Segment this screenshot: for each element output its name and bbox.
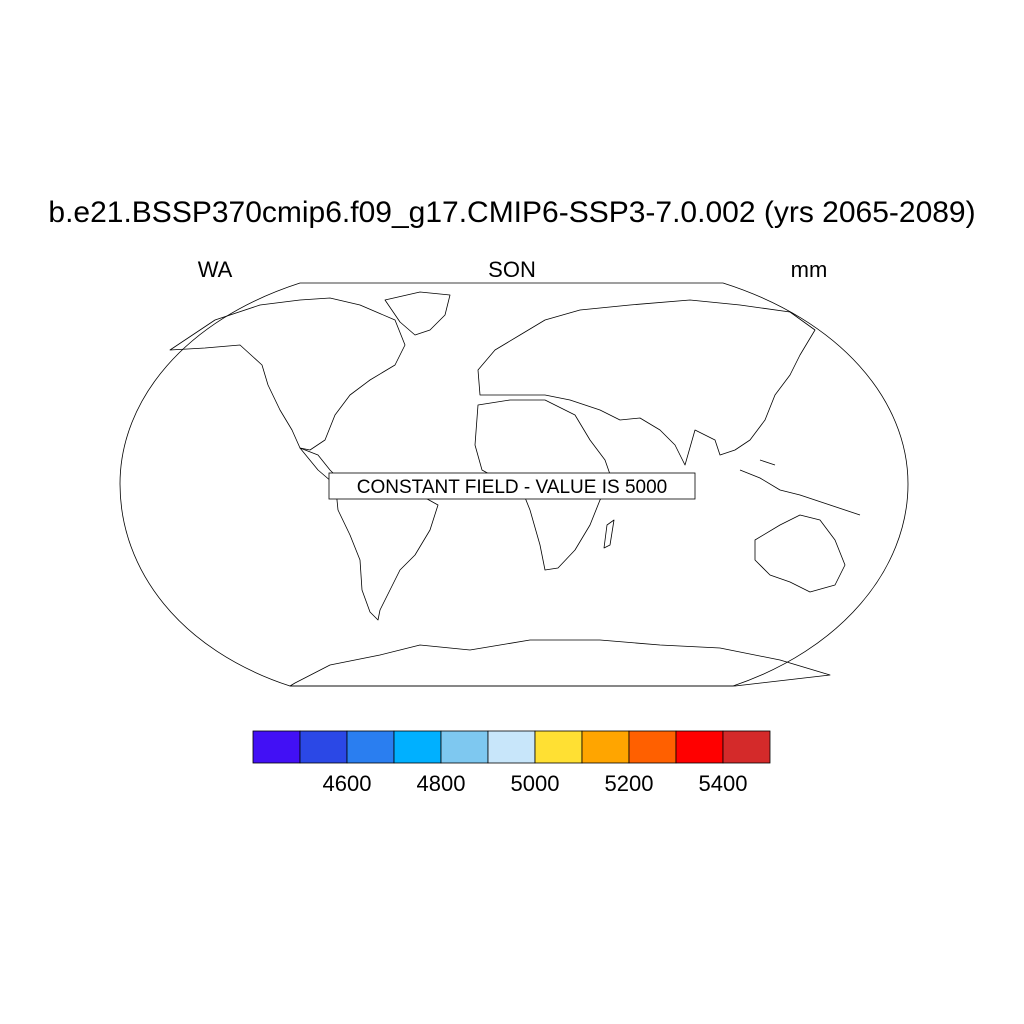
left-label: WA [198, 257, 233, 282]
colorbar-box [628, 730, 677, 764]
colorbar-tick-label: 5000 [511, 771, 560, 796]
annotation: CONSTANT FIELD - VALUE IS 5000 [357, 477, 667, 498]
north-america [169, 297, 406, 451]
right-label: mm [791, 257, 828, 282]
colorbar-tick-label: 4800 [417, 771, 466, 796]
colorbar: 4600 4800 5000 5200 5400 [252, 730, 771, 796]
colorbar-box [440, 730, 489, 764]
australia [754, 514, 846, 593]
southeast-asia-islands [739, 459, 861, 516]
madagascar [603, 519, 615, 549]
colorbar-box [299, 730, 348, 764]
center-label: SON [488, 257, 536, 282]
greenland [384, 291, 451, 336]
colorbar-box [581, 730, 630, 764]
colorbar-box [252, 730, 301, 764]
antarctica [289, 639, 831, 687]
colorbar-tick-label: 4600 [323, 771, 372, 796]
colorbar-box [346, 730, 395, 764]
colorbar-box [534, 730, 583, 764]
colorbar-tick-label: 5400 [699, 771, 748, 796]
colorbar-box [722, 730, 771, 764]
colorbar-box [393, 730, 442, 764]
annotation-box [328, 472, 696, 500]
colorbar-tick-label: 5200 [605, 771, 654, 796]
colorbar-box [487, 730, 536, 764]
colorbar-box [675, 730, 724, 764]
eurasia [477, 299, 816, 466]
map [119, 282, 909, 687]
title: b.e21.BSSP370cmip6.f09_g17.CMIP6-SSP3-7.… [48, 196, 975, 229]
